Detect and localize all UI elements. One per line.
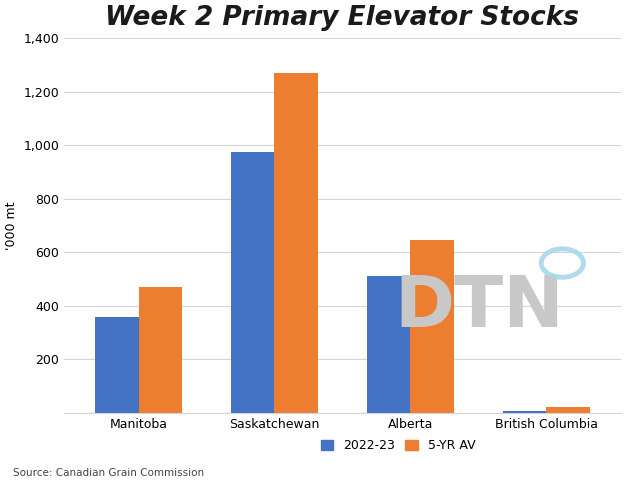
Bar <box>502 411 546 413</box>
Y-axis label: '000 mt: '000 mt <box>4 201 18 250</box>
Bar <box>367 276 410 413</box>
Bar <box>275 73 318 413</box>
Legend: 2022-23, 5-YR AV: 2022-23, 5-YR AV <box>316 434 481 457</box>
Text: DTN: DTN <box>394 274 564 342</box>
Text: Source: Canadian Grain Commission: Source: Canadian Grain Commission <box>13 468 204 478</box>
Bar <box>95 316 139 413</box>
Bar <box>231 152 275 413</box>
Bar <box>546 407 589 413</box>
Title: Week 2 Primary Elevator Stocks: Week 2 Primary Elevator Stocks <box>106 4 579 31</box>
Bar <box>410 240 454 413</box>
Bar <box>139 287 182 413</box>
